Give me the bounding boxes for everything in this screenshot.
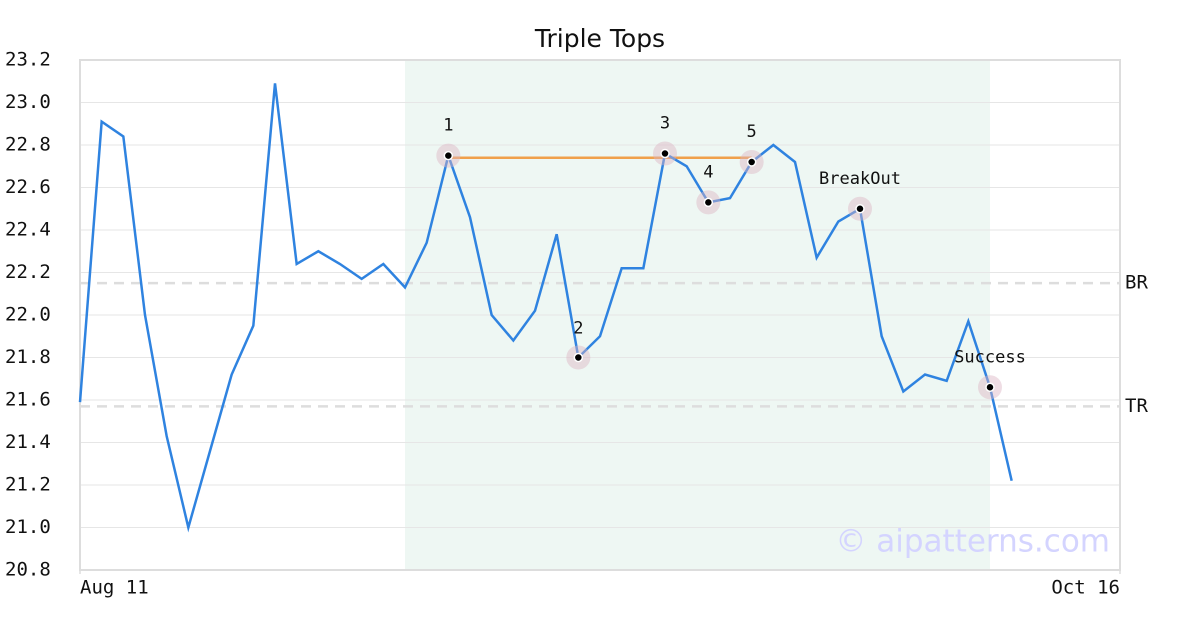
point-marker (443, 150, 454, 161)
y-tick-label: 21.4 (5, 431, 51, 453)
y-tick-label: 22.6 (5, 176, 51, 198)
point-label: 1 (443, 116, 453, 136)
point-marker (703, 197, 714, 208)
level-label: BR (1125, 272, 1148, 294)
point-label: BreakOut (819, 169, 901, 189)
x-tick-label: Aug 11 (80, 577, 149, 599)
y-tick-label: 23.2 (5, 49, 51, 71)
point-marker (985, 382, 995, 392)
x-tick-label: Oct 16 (1051, 577, 1120, 599)
point-marker (660, 148, 670, 159)
point-label: Success (954, 347, 1026, 367)
y-tick-label: 22.8 (5, 134, 51, 156)
level-label: TR (1125, 395, 1148, 417)
point-marker (573, 352, 584, 363)
y-tick-label: 22.4 (5, 219, 51, 241)
y-tick-label: 20.8 (5, 559, 51, 581)
y-tick-label: 22.2 (5, 261, 51, 283)
chart-title: Triple Tops (534, 24, 665, 53)
y-tick-label: 21.2 (5, 474, 51, 496)
y-tick-label: 22.0 (5, 304, 51, 326)
point-label: 5 (747, 122, 757, 142)
y-tick-label: 21.8 (5, 346, 51, 368)
point-label: 2 (573, 319, 583, 339)
y-tick-label: 21.6 (5, 389, 51, 411)
watermark: © aipatterns.com (835, 524, 1110, 560)
y-tick-label: 21.0 (5, 516, 51, 538)
plot-frame (79, 59, 1121, 571)
point-label: 3 (660, 114, 670, 134)
y-tick-label: 23.0 (5, 91, 51, 113)
point-marker (855, 204, 865, 214)
point-label: 4 (703, 162, 713, 182)
point-marker (746, 157, 757, 167)
